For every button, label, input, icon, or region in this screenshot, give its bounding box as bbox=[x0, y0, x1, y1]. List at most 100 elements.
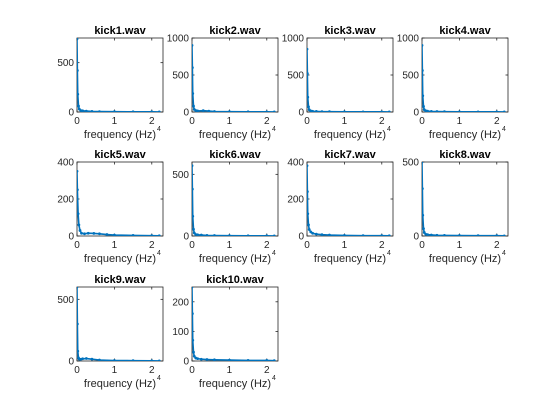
subplot-10-xlabel: frequency (Hz) bbox=[199, 378, 271, 390]
subplot-5: 0 1 2 0 200 400 kick5.wav frequency (Hz) 4 bbox=[57, 149, 164, 265]
subplot-9-point-9 bbox=[98, 358, 101, 361]
subplot-2: 0 1 2 0 500 1000 kick2.wav frequency (Hz) 4 bbox=[167, 25, 279, 141]
subplot-8-ytick-label-1: 500 bbox=[402, 158, 419, 169]
subplot-8-x-exponent: 4 bbox=[502, 250, 506, 257]
subplot-8-point-7 bbox=[429, 233, 433, 236]
subplot-8-data bbox=[422, 162, 506, 236]
subplot-9-point-8 bbox=[90, 357, 94, 361]
subplot-5-xlabel: frequency (Hz) bbox=[84, 253, 156, 265]
subplot-5-xtick-label-2: 2 bbox=[149, 240, 155, 251]
subplot-10: 0 1 2 0 100 200 kick10.wav frequency (Hz) 4 bbox=[172, 274, 279, 390]
subplot-1-point-12 bbox=[150, 110, 154, 112]
subplot-8-xlabel: frequency (Hz) bbox=[429, 253, 501, 265]
subplot-5-xtick-label-0: 0 bbox=[74, 240, 80, 251]
subplot-1-point-7 bbox=[84, 109, 88, 112]
subplot-4-point-1 bbox=[422, 69, 424, 72]
subplot-9-axes-box bbox=[76, 286, 164, 362]
subplot-7: 0 1 2 0 200 400 kick7.wav frequency (Hz) 4 bbox=[287, 149, 394, 265]
subplot-4-point-11 bbox=[476, 110, 480, 112]
subplot-8-point-9 bbox=[443, 234, 446, 236]
subplot-4-point-8 bbox=[435, 110, 439, 112]
subplot-6-point-1 bbox=[192, 187, 194, 191]
subplot-7-axes-box bbox=[306, 161, 394, 237]
subplot-4-x-exponent: 4 bbox=[502, 126, 506, 133]
subplot-1-axes-box bbox=[76, 37, 164, 113]
subplot-1: 0 1 2 0 500 kick1.wav frequency (Hz) 4 bbox=[57, 25, 164, 141]
subplot-6-xtick-label-2: 2 bbox=[264, 240, 270, 251]
subplot-3-xtick-label-1: 1 bbox=[342, 116, 348, 127]
subplot-3-point-8 bbox=[320, 110, 324, 112]
subplot-2-point-12 bbox=[265, 110, 269, 112]
subplot-10-point-9 bbox=[213, 358, 216, 361]
subplot-5-ytick-label-2: 400 bbox=[57, 158, 74, 169]
subplot-1-data bbox=[77, 38, 161, 112]
subplot-10-point-10 bbox=[227, 358, 231, 361]
subplot-1-point-0 bbox=[77, 38, 79, 41]
subplot-5-point-10 bbox=[105, 233, 109, 236]
subplot-5-point-7 bbox=[86, 231, 90, 235]
subplot-9-ytick-label-0: 0 bbox=[68, 357, 74, 368]
subplot-2-xtick-label-0: 0 bbox=[189, 116, 195, 127]
subplot-8-point-12 bbox=[495, 234, 499, 236]
subplot-9-point-2 bbox=[77, 349, 80, 353]
subplot-4-point-3 bbox=[422, 105, 425, 108]
subplot-6-point-2 bbox=[192, 214, 195, 218]
subplot-9-xlabel: frequency (Hz) bbox=[84, 378, 156, 390]
subplot-10-point-12 bbox=[265, 359, 269, 361]
subplot-8-point-2 bbox=[422, 213, 425, 217]
subplot-9-point-7 bbox=[84, 357, 88, 360]
subplot-9-xtick-label-1: 1 bbox=[112, 365, 118, 376]
subplot-2-xtick-label-1: 1 bbox=[227, 116, 233, 127]
subplot-3-series-line bbox=[307, 49, 390, 112]
subplot-1-xtick-label-1: 1 bbox=[112, 116, 118, 127]
subplot-1-point-13 bbox=[157, 110, 161, 112]
subplot-2-point-0 bbox=[192, 44, 194, 47]
subplot-4-point-10 bbox=[457, 110, 461, 112]
subplot-3-point-12 bbox=[380, 110, 384, 112]
subplot-2-data bbox=[192, 44, 276, 112]
subplot-3-point-0 bbox=[307, 47, 309, 51]
subplot-10-ytick-label-2: 200 bbox=[172, 297, 189, 308]
subplot-1-point-2 bbox=[77, 92, 80, 96]
subplot-6-xlabel: frequency (Hz) bbox=[199, 253, 271, 265]
subplot-9-ytick-label-1: 500 bbox=[57, 295, 74, 306]
subplot-8-point-0 bbox=[422, 162, 424, 164]
subplot-10-point-8 bbox=[205, 358, 209, 361]
subplot-6-x-exponent: 4 bbox=[272, 250, 276, 257]
subplot-7-point-9 bbox=[328, 233, 331, 236]
subplot-6-point-0 bbox=[192, 164, 194, 168]
subplot-3-point-6 bbox=[311, 109, 315, 112]
subplot-6-point-8 bbox=[205, 233, 209, 236]
subplot-7-point-1 bbox=[307, 190, 309, 193]
subplot-4-point-7 bbox=[429, 110, 433, 112]
subplot-8-point-3 bbox=[422, 227, 425, 231]
subplot-7-point-0 bbox=[307, 164, 309, 168]
subplot-3-point-11 bbox=[361, 110, 365, 112]
subplot-7-series-line bbox=[307, 165, 390, 236]
subplot-5-ytick-label-0: 0 bbox=[68, 232, 74, 243]
subplot-1-point-1 bbox=[77, 69, 79, 72]
subplot-2-point-7 bbox=[201, 109, 205, 112]
subplot-10-point-11 bbox=[246, 359, 250, 361]
subplot-4-point-2 bbox=[422, 94, 425, 98]
subplot-3-ytick-label-1: 500 bbox=[287, 71, 304, 82]
subplot-5-x-exponent: 4 bbox=[157, 250, 161, 257]
subplot-10-point-3 bbox=[192, 350, 195, 354]
subplot-10-xtick-label-1: 1 bbox=[227, 365, 233, 376]
subplot-7-point-13 bbox=[387, 234, 391, 236]
subplot-7-point-4 bbox=[307, 228, 311, 231]
subplot-5-point-5 bbox=[80, 231, 83, 235]
subplot-7-point-3 bbox=[307, 223, 310, 227]
subplot-6-xtick-label-0: 0 bbox=[189, 240, 195, 251]
subplot-2-ytick-label-2: 1000 bbox=[167, 34, 190, 45]
subplot-6-point-7 bbox=[199, 233, 203, 236]
subplot-7-xtick-label-2: 2 bbox=[379, 240, 385, 251]
subplot-7-xtick-label-0: 0 bbox=[304, 240, 310, 251]
subplot-9-point-1 bbox=[77, 322, 79, 326]
subplot-9-xtick-label-0: 0 bbox=[74, 365, 80, 376]
subplot-7-point-7 bbox=[314, 232, 318, 236]
subplot-5-title: kick5.wav bbox=[94, 149, 146, 161]
subplot-7-data bbox=[307, 164, 391, 236]
subplot-6-point-12 bbox=[265, 234, 269, 236]
subplot-1-point-6 bbox=[81, 109, 85, 112]
